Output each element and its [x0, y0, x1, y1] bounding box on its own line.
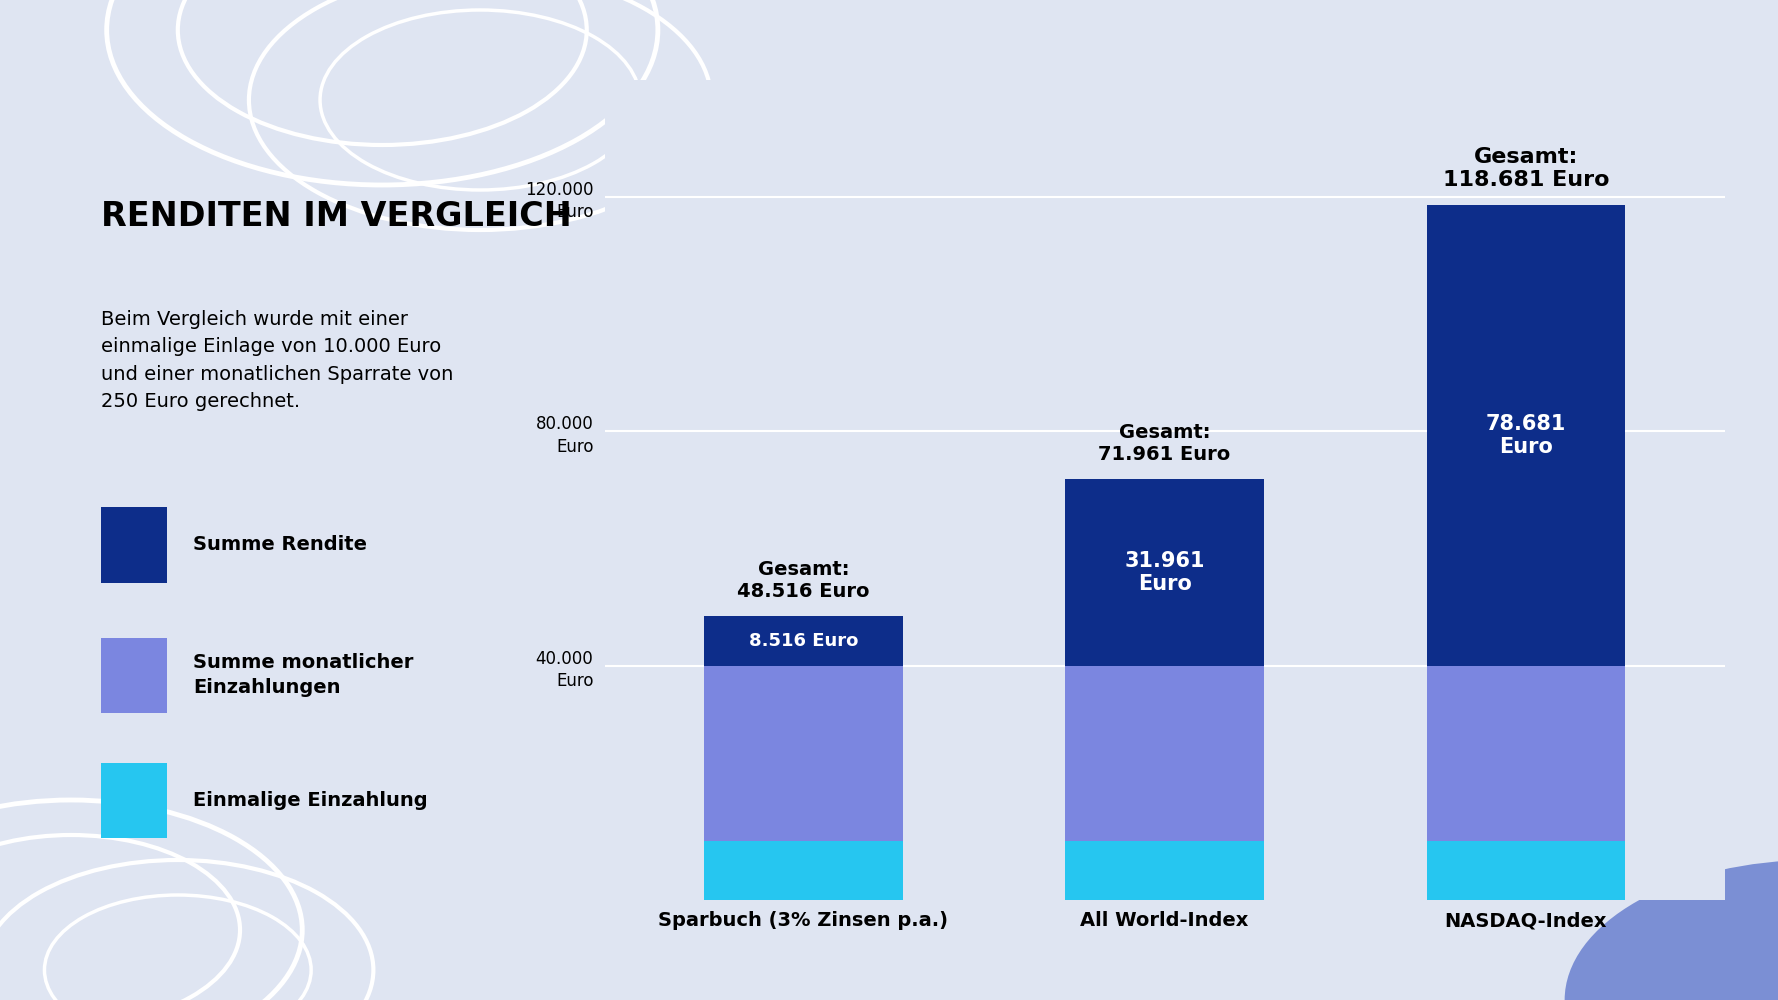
Text: Gesamt:
71.961 Euro: Gesamt: 71.961 Euro: [1099, 423, 1230, 464]
Bar: [1065, 479, 1264, 666]
FancyBboxPatch shape: [101, 507, 167, 582]
Bar: [704, 616, 903, 666]
Text: 31.961
Euro: 31.961 Euro: [1124, 551, 1205, 594]
Bar: [704, 841, 903, 900]
Text: Summe monatlicher
Einzahlungen: Summe monatlicher Einzahlungen: [194, 653, 414, 697]
Bar: [1426, 841, 1625, 900]
FancyBboxPatch shape: [101, 638, 167, 712]
Bar: [1426, 666, 1625, 841]
Text: Gesamt:
118.681 Euro: Gesamt: 118.681 Euro: [1442, 147, 1609, 190]
Text: Beim Vergleich wurde mit einer
einmalige Einlage von 10.000 Euro
und einer monat: Beim Vergleich wurde mit einer einmalige…: [101, 310, 453, 411]
Bar: [1065, 666, 1264, 841]
Bar: [1426, 205, 1625, 666]
Text: Einmalige Einzahlung: Einmalige Einzahlung: [194, 790, 428, 810]
FancyBboxPatch shape: [101, 762, 167, 838]
Text: Gesamt:
48.516 Euro: Gesamt: 48.516 Euro: [738, 560, 869, 601]
Text: RENDITEN IM VERGLEICH: RENDITEN IM VERGLEICH: [101, 200, 573, 233]
Bar: [1065, 841, 1264, 900]
Text: 8.516 Euro: 8.516 Euro: [749, 632, 859, 650]
Bar: [704, 666, 903, 841]
Text: 78.681
Euro: 78.681 Euro: [1486, 414, 1566, 457]
Text: Summe Rendite: Summe Rendite: [194, 536, 368, 554]
